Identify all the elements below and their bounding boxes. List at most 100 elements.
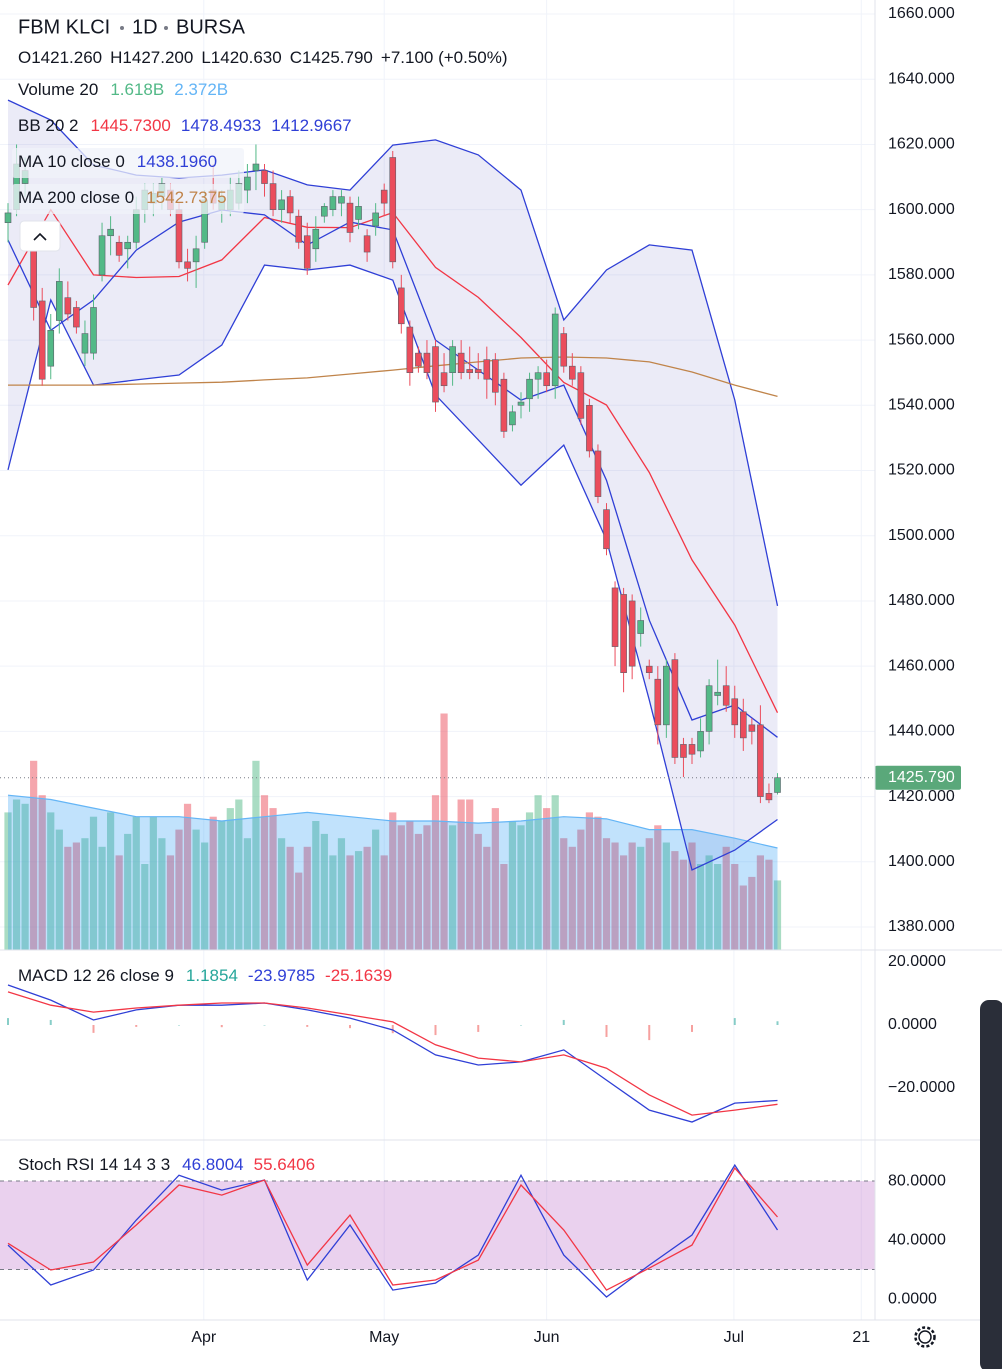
candle-body [355,206,362,220]
volume-bar [397,825,405,950]
candle-body [663,665,670,726]
y-tick-label: 1440.000 [888,723,955,740]
candle-body [577,372,585,419]
stoch-band [0,1181,875,1270]
bb-line [7,264,778,871]
volume-bar [363,846,371,950]
gear-teeth[interactable] [914,1326,936,1348]
volume-bar [508,821,517,950]
x-tick-label: Jun [534,1329,560,1346]
legend-value: 1.618B [110,80,164,99]
candle-body [244,176,251,191]
candle-body [765,793,773,801]
y-tick-label: 0.0000 [888,1290,937,1307]
volume-bar [269,808,277,950]
gear-icon[interactable] [918,1330,932,1344]
y-tick-label: 1520.000 [888,462,955,479]
legend-value: 1.1854 [186,966,238,985]
macd-histogram-bar [178,1025,180,1026]
legend-label: MA 200 close 0 [18,188,134,207]
candle-body [440,372,448,387]
collapse-legend-button[interactable] [19,220,61,252]
volume-bar [543,808,551,950]
volume-bar [4,812,12,950]
volume-bar [149,816,157,950]
volume-bar [260,795,269,950]
y-tick-label: −20.0000 [888,1079,955,1096]
candle-body [269,183,277,210]
ma-line [8,356,778,398]
candle-body [620,594,627,673]
x-tick-label: Apr [191,1329,217,1346]
volume-bar [218,821,226,950]
volume-bar [773,880,782,950]
volume-bar [688,842,696,950]
settings-button[interactable] [914,1326,936,1348]
candle-body [509,411,516,426]
volume-bar [671,851,679,950]
x-tick-label: 21 [852,1329,870,1346]
chevron-up[interactable] [33,232,47,241]
candle-body [423,352,431,373]
close: C1425.790 [290,48,373,67]
change: +7.100 (+0.50%) [381,48,508,67]
candle-body [47,330,55,367]
candle-body [517,401,525,406]
volume-bar [389,812,397,950]
legend-value: 1412.9667 [271,116,351,135]
candle-body [73,307,80,328]
volume-bar [466,799,474,950]
candle-body [500,378,508,432]
scrollbar [980,1000,1002,1369]
candle-body [346,202,354,233]
y-tick-label: 1540.000 [888,397,955,414]
candle-body [389,157,397,263]
candle-body [637,620,645,634]
candle-body [415,352,422,367]
macd-histogram-bar [520,1025,522,1026]
volume-bar [329,855,337,950]
macd-histogram-bar [220,1025,223,1028]
macd-histogram-bar [648,1025,651,1041]
legend-value: 1445.7300 [91,116,171,135]
volume-bar [124,833,132,950]
candle-body [594,450,602,497]
stoch-line [7,1163,779,1298]
volume-bar [756,855,764,950]
button-bg[interactable] [19,220,61,252]
y-tick-label: 1460.000 [888,657,955,674]
candle-body [586,405,593,452]
volume-bar [474,833,482,950]
candle-body [90,307,97,354]
volume-bar [705,855,713,950]
candle-body [551,313,559,387]
volume-bar [192,829,200,950]
volume-bar [568,846,576,950]
volume-bar [141,864,149,950]
volume-bar [449,825,457,950]
candle-body [680,744,687,758]
symbol: FBM KLCI [18,16,110,38]
volume-bar [21,803,29,950]
legend-label: Stoch RSI 14 14 3 3 [18,1155,170,1174]
low: L1420.630 [201,48,281,67]
volume-bar [98,846,106,950]
volume-bar [577,829,585,950]
volume-bar [679,859,688,950]
volume-bar [585,812,593,950]
candle-body [107,228,114,237]
volume-bar [81,838,89,950]
volume-bar [209,816,217,950]
volume-bar [611,842,619,950]
volume-bar [64,846,72,950]
legend-value: 55.6406 [254,1155,315,1174]
y-tick-label: 1400.000 [888,853,955,870]
candle-body [286,196,294,214]
volume-bar [235,799,243,950]
volume-bar [483,846,491,950]
volume-bar [183,803,192,950]
macd-histogram-bar [349,1025,351,1029]
volume-bar [89,816,98,950]
volume-bar [714,864,722,950]
